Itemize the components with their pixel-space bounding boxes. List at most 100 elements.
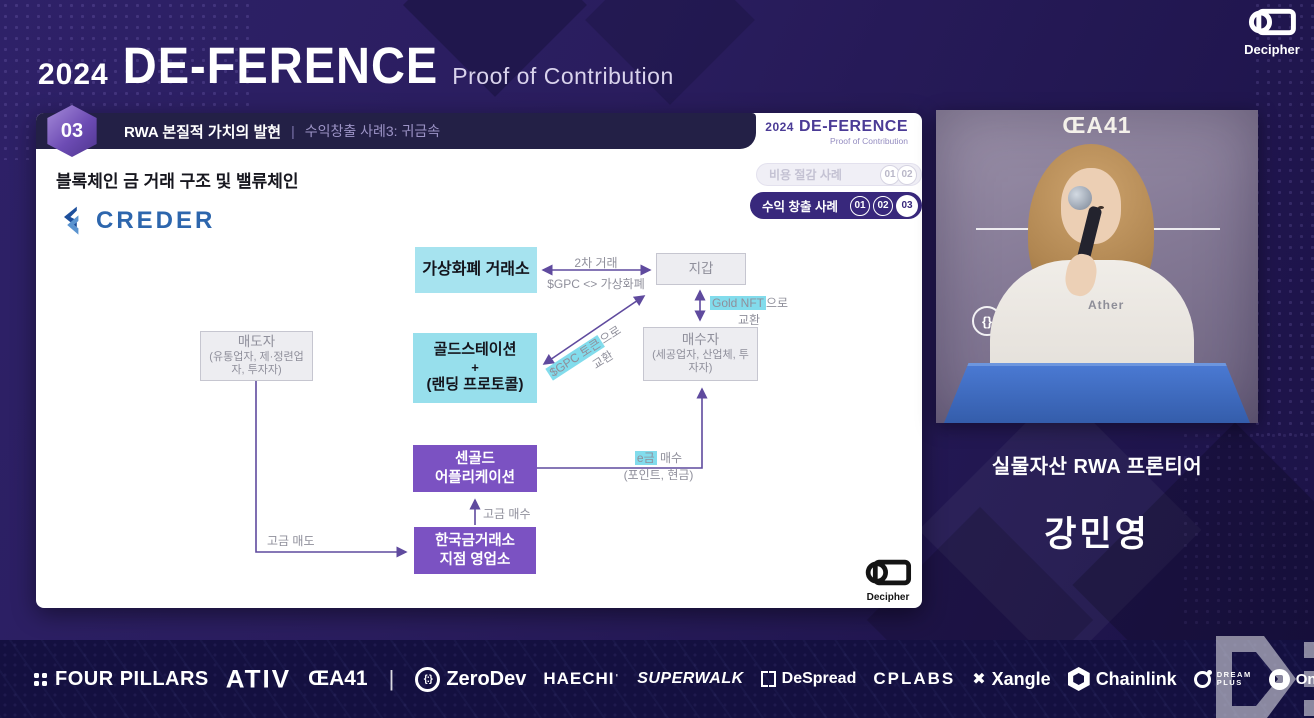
badge-cost-cases: 비용 절감 사례 01 02 [756,163,922,186]
halftone-pattern-bottom-right [1180,430,1314,630]
creder-logo: CREDER [56,205,215,237]
sponsor-label: DREAM [1216,669,1252,679]
edge-text: $GPC <> 가상화폐 [547,277,645,291]
node-label: (랜딩 프로토콜) [426,376,524,394]
event-year: 2024 [38,58,109,91]
slide-title-divider: | [291,123,295,139]
slide-brand-year: 2024 [765,120,794,134]
badge-cost-label: 비용 절감 사례 [769,168,842,182]
sponsor-ativ: ATIV [226,664,291,695]
sponsor-bar: FOUR PILLARS ATIV ŒA41 | ZeroDev HAECHI … [0,640,1314,718]
sponsor-label: Xangle [991,668,1051,689]
node-label: 매수자 [681,331,720,347]
zerodev-icon [415,666,441,692]
creder-wordmark: CREDER [96,207,216,234]
event-subtitle: Proof of Contribution [452,63,674,89]
sponsor-label: CPLABS [873,669,956,688]
sponsor-label: ŒA41 [308,667,368,690]
sponsor-label: SUPERWALK [637,670,744,687]
diagram-heading: 블록체인 금 거래 구조 및 밸류체인 [56,172,299,191]
sponsor-zerodev: ZeroDev [415,666,527,692]
slide-subtitle: 수익창출 사례3: 귀금속 [304,123,441,139]
node-goldstation: 골드스테이션 + (랜딩 프로토콜) [413,333,537,403]
event-name: DE-FERENCE [122,36,439,94]
speaker-eye [1098,206,1104,209]
decipher-wordmark: Decipher [866,592,910,603]
edge-highlight: Gold NFT [710,296,767,310]
slide-brand-title: DE-FERENCE [798,118,908,135]
node-sublabel: (세공업자, 산업체, 투자자) [652,348,749,375]
edge-text: 고금 매도 [267,534,315,548]
decipher-mark-icon [865,559,912,586]
badge-revenue-label: 수익 창출 사례 [762,200,838,214]
decipher-watermark-icon [1216,636,1314,718]
sponsor-xangle: ✖ Xangle [972,669,1050,690]
node-crypto-exchange: 가상화폐 거래소 [415,247,537,293]
node-buyer: 매수자 (세공업자, 산업체, 투자자) [643,327,758,381]
node-seller: 매도자 (유통업자, 제·정련업자, 투자자) [200,331,313,381]
creder-mark-icon [64,206,79,235]
edge-text: 매수 [656,451,683,465]
sponsor-label: Chainlink [1095,668,1177,689]
edge-text: 으로 [766,296,789,310]
chainlink-icon [1067,667,1090,691]
node-label: 매도자 [237,333,276,349]
a41-backdrop-logo: ŒA41 [1062,112,1132,138]
edge-text: (포인트, 현금) [623,468,694,482]
node-label: 한국금거래소 [434,533,516,550]
sponsor-chainlink: Chainlink [1067,667,1177,691]
sponsor-superwalk: SUPERWALK [637,670,743,688]
node-label: 골드스테이션 [433,341,517,359]
edge-highlight: e금 [634,451,657,465]
sponsor-label: ZeroDev [446,667,527,690]
event-title: 2024 DE-FERENCE Proof of Contribution [38,37,674,95]
edge-label-egold: e금 매수 (포인트, 현금) [601,449,716,483]
decipher-wordmark: Decipher [1244,42,1300,57]
slide-decipher-logo: Decipher [846,559,930,603]
speaker-video: ŒA41 {} Ather [936,110,1258,423]
sponsor-label: FOUR PILLARS [55,667,209,690]
despread-icon [760,671,776,687]
presentation-slide: RWA 본질적 가치의 발현 | 수익창출 사례3: 귀금속 03 2024 DE… [36,105,922,608]
sponsor-four-pillars: FOUR PILLARS [34,668,209,691]
node-wallet: 지갑 [656,253,746,285]
sponsor-haechi: HAECHI [543,669,620,689]
slide-title: RWA 본질적 가치의 발현 [124,123,282,141]
badge-revenue-cases: 수익 창출 사례 01 02 03 [750,192,922,219]
badge-revenue-03-active: 03 [896,194,918,217]
speaker-name: 강민영 [1044,515,1150,554]
dreamplus-icon [1193,669,1212,688]
edge-text: 교환 [737,313,761,327]
four-pillars-icon [34,672,47,686]
node-cengold-app: 센골드 어플리케이션 [413,445,537,492]
decipher-logo: Decipher [1236,8,1308,57]
node-label: 지갑 [688,260,714,276]
edge-label-secondary-trade: 2차 거래 [536,254,656,271]
decipher-mark-icon [1248,8,1296,36]
badge-revenue-01: 01 [850,195,870,216]
sponsor-divider: | [388,666,395,691]
slide-brand-subtitle: Proof of Contribution [830,136,908,146]
sponsor-label: ATIV [225,664,292,693]
node-label: 가상화폐 거래소 [422,261,530,278]
slide-number: 03 [60,119,84,142]
node-sublabel: (유통업자, 제·정련업자, 투자자) [209,350,304,377]
node-label: 어플리케이션 [434,469,516,486]
sponsor-cplabs: CPLABS [873,669,955,689]
edge-label-old-gold-sell: 고금 매도 [267,532,315,549]
edge-text: 고금 매수 [483,507,531,521]
session-title: 실물자산 RWA 프론티어 [991,456,1203,478]
hoodie-text: Ather [1088,298,1125,312]
sponsor-label: DeSpread [781,670,857,687]
node-label: 센골드 [454,451,496,468]
badge-revenue-02: 02 [873,195,893,216]
node-korea-gold-exchange: 한국금거래소 지점 영업소 [414,527,536,574]
sponsor-despread: DeSpread [760,670,857,688]
node-label: 지점 영업소 [439,551,511,568]
sponsor-a41: ŒA41 [308,667,368,691]
podium [944,363,1250,423]
sponsor-label: HAECHI [543,669,620,689]
edge-label-old-gold-buy: 고금 매수 [483,505,531,522]
edge-label-gold-nft: Gold NFT 으로 교환 [710,294,820,328]
